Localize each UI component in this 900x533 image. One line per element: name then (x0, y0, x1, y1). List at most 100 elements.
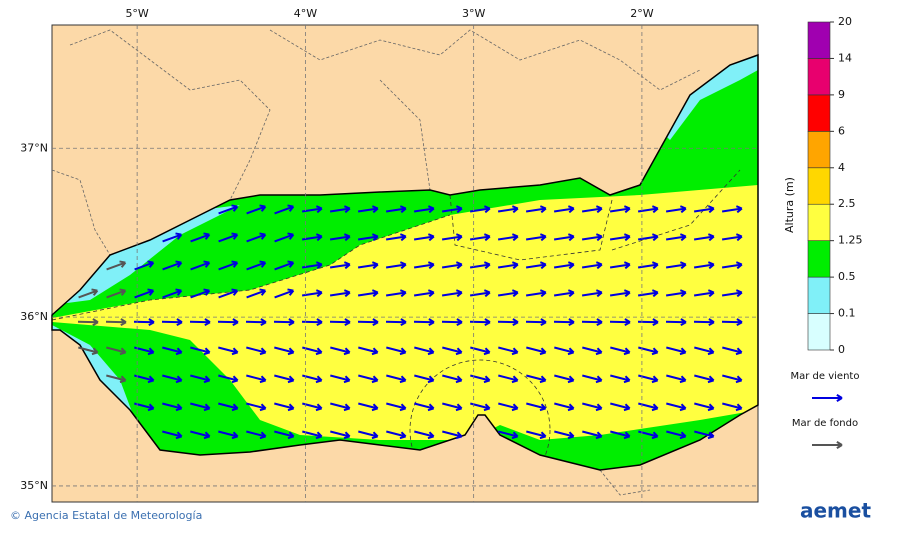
wave-arrow (497, 261, 519, 270)
wave-arrow (554, 346, 575, 356)
wave-arrow (190, 402, 211, 412)
colorbar-bin (807, 94, 831, 132)
wave-arrow (329, 289, 351, 298)
lat-label: 36°N (20, 310, 48, 323)
wave-arrow (609, 318, 631, 327)
wave-arrow (246, 374, 267, 384)
wave-arrow (414, 402, 435, 412)
colorbar-title: Altura (m) (783, 177, 796, 233)
wave-arrow (637, 233, 659, 242)
wave-arrow (610, 430, 631, 440)
wave-arrow (554, 374, 575, 384)
wave-arrow (413, 205, 435, 214)
wave-arrow (581, 233, 603, 242)
wave-arrow (722, 346, 743, 356)
wave-arrow (694, 374, 715, 384)
wave-arrow (105, 318, 127, 327)
colorbar-label: 0.5 (838, 270, 856, 283)
wave-arrow (413, 289, 435, 298)
wave-arrow (162, 402, 183, 412)
lat-label: 37°N (20, 141, 48, 154)
wave-arrow (441, 233, 463, 242)
wave-arrow (161, 318, 183, 327)
wave-arrow (582, 430, 603, 440)
wave-arrow (637, 261, 659, 270)
wave-arrow (357, 261, 379, 270)
wave-arrow (526, 374, 547, 384)
wave-arrow (498, 402, 519, 412)
lon-label: 5°W (125, 7, 148, 20)
wave-arrow (609, 233, 631, 242)
legend-label: Mar de viento (791, 371, 860, 382)
wave-arrow (610, 374, 631, 384)
colorbar-bin (807, 167, 831, 205)
agency-name: © Agencia Estatal de Meteorología (10, 509, 202, 522)
wave-arrow (582, 402, 603, 412)
wave-arrow (526, 430, 547, 440)
wave-arrow (637, 318, 659, 327)
wave-arrow (554, 430, 575, 440)
wave-arrow (106, 260, 127, 271)
wave-arrow (721, 318, 743, 327)
wave-arrow (190, 288, 211, 299)
wave-arrow (218, 232, 239, 243)
wave-arrow (610, 402, 631, 412)
wave-arrow (106, 374, 127, 384)
wave-arrow (329, 261, 351, 270)
wave-arrow (693, 261, 715, 270)
wave-arrow (498, 374, 519, 384)
wave-arrow (525, 318, 547, 327)
wave-arrow (554, 402, 575, 412)
wave-arrow (190, 232, 211, 243)
wave-arrow (413, 261, 435, 270)
wave-arrow (134, 402, 155, 412)
lon-label: 2°W (630, 7, 653, 20)
wave-arrow (329, 205, 351, 214)
wave-arrow (386, 402, 407, 412)
wave-arrow (582, 374, 603, 384)
wave-arrow (386, 374, 407, 384)
wave-arrow (442, 430, 463, 440)
wave-arrow (162, 374, 183, 384)
wave-arrow (666, 374, 687, 384)
wave-arrow (666, 346, 687, 356)
lat-label: 35°N (20, 479, 48, 492)
wave-arrow (190, 374, 211, 384)
zone-cyan (52, 205, 240, 305)
wave-arrow (274, 346, 295, 356)
wave-arrow (694, 402, 715, 412)
colorbar-label: 20 (838, 15, 852, 28)
colorbar-bin (807, 313, 831, 351)
wave-arrow (357, 205, 379, 214)
wave-arrow (442, 402, 463, 412)
colorbar-label: 0 (838, 343, 845, 356)
wave-arrow (190, 346, 211, 356)
wave-arrow (330, 430, 351, 440)
wave-arrow (190, 430, 211, 440)
wave-arrow (246, 346, 267, 356)
wave-arrow (330, 402, 351, 412)
wave-arrow (330, 346, 351, 356)
wave-arrow (78, 288, 99, 299)
wave-arrow (525, 289, 547, 298)
wave-arrow (609, 289, 631, 298)
wave-arrow (357, 233, 379, 242)
wave-arrow (274, 204, 295, 215)
wave-arrow (553, 261, 575, 270)
wave-arrow (497, 318, 519, 327)
wave-arrow (358, 374, 379, 384)
legend-label: Mar de fondo (792, 418, 858, 429)
wave-arrow (694, 346, 715, 356)
wave-arrow (329, 233, 351, 242)
wave-arrow (246, 232, 267, 243)
wave-arrow (358, 402, 379, 412)
legend-arrow (812, 394, 843, 402)
legend-arrow (812, 441, 843, 449)
wave-arrow (413, 233, 435, 242)
wave-arrow (581, 289, 603, 298)
wave-arrow (553, 289, 575, 298)
colorbar-label: 0.1 (838, 307, 856, 320)
wave-arrow (246, 260, 267, 271)
wave-arrow (162, 430, 183, 440)
